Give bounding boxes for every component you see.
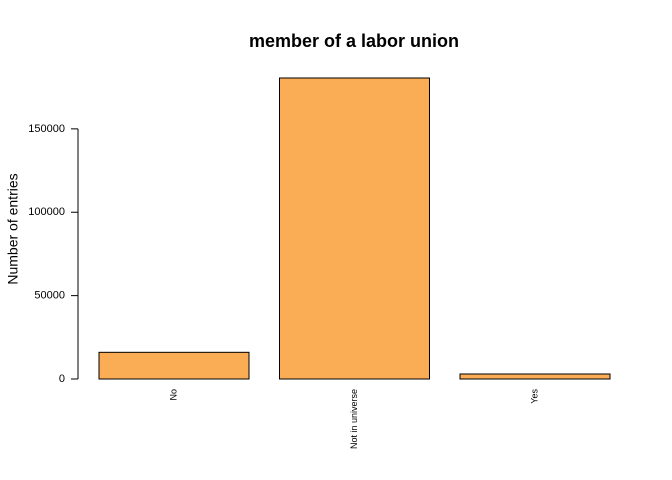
- y-tick-label: 150000: [28, 123, 65, 135]
- y-tick-label: 100000: [28, 206, 65, 218]
- x-tick-label: Yes: [529, 389, 539, 404]
- y-tick-label: 50000: [34, 290, 65, 302]
- bar: [98, 351, 250, 380]
- x-tick-label: No: [168, 389, 178, 401]
- bar: [459, 373, 611, 380]
- chart-title: member of a labor union: [249, 31, 459, 51]
- bar: [279, 77, 430, 380]
- y-axis-label: Number of entries: [5, 173, 21, 284]
- y-tick-label: 0: [59, 373, 65, 385]
- x-tick-label: Not in universe: [349, 389, 359, 449]
